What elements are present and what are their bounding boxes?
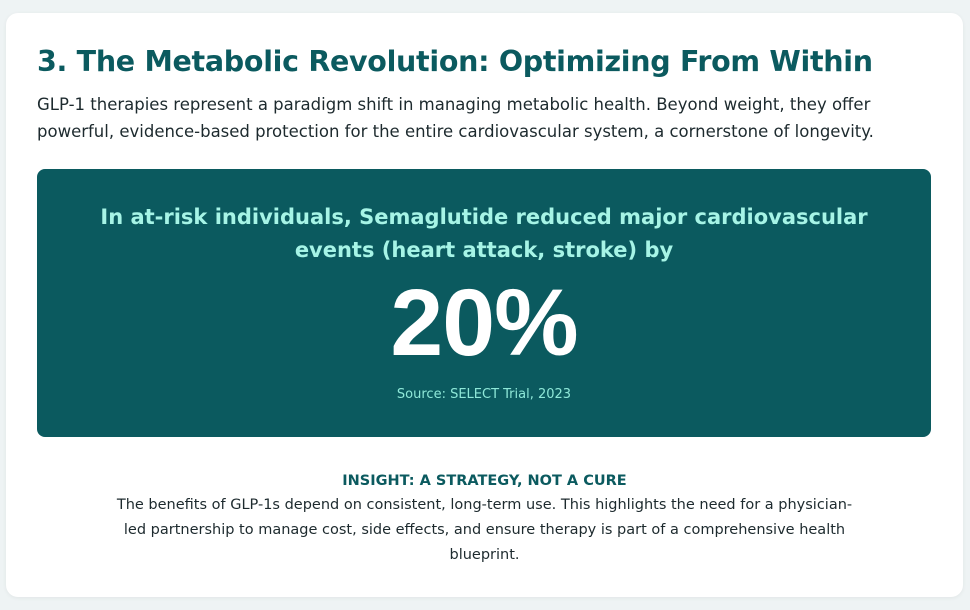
insight-title: INSIGHT: A STRATEGY, NOT A CURE (342, 473, 627, 489)
stat-panel: In at-risk individuals, Semaglutide redu… (37, 169, 931, 437)
insight-body: The benefits of GLP-1s depend on consist… (116, 497, 853, 563)
insight-block: INSIGHT: A STRATEGY, NOT A CURE The bene… (107, 471, 862, 568)
section-title: 3. The Metabolic Revolution: Optimizing … (37, 45, 873, 78)
section-intro: GLP-1 therapies represent a paradigm shi… (37, 95, 874, 141)
content-card: 3. The Metabolic Revolution: Optimizing … (6, 13, 963, 597)
stat-headline: In at-risk individuals, Semaglutide redu… (100, 205, 868, 262)
stat-source: Source: SELECT Trial, 2023 (396, 387, 572, 402)
stat-value: 20% (390, 270, 578, 376)
